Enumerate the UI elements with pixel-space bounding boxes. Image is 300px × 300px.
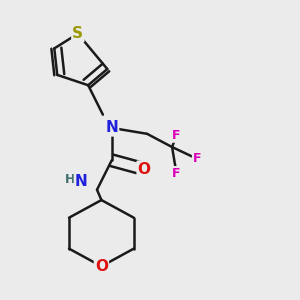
Text: O: O	[138, 162, 151, 177]
Text: F: F	[193, 152, 201, 165]
Text: N: N	[74, 174, 87, 189]
Text: H: H	[65, 173, 76, 186]
Text: N: N	[105, 120, 118, 135]
Text: O: O	[95, 259, 108, 274]
Text: S: S	[72, 26, 83, 41]
Text: F: F	[172, 129, 181, 142]
Text: F: F	[172, 167, 181, 180]
